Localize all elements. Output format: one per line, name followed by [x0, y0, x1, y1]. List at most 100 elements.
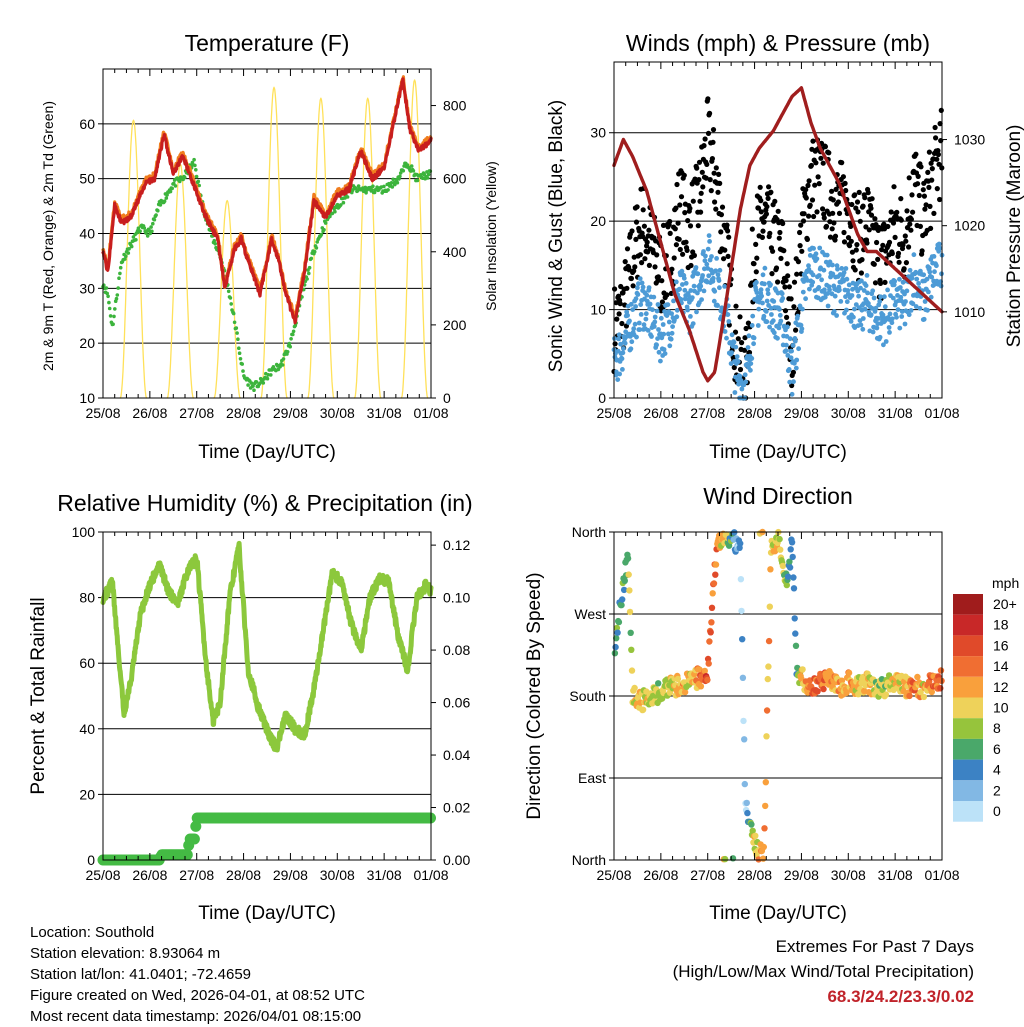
wind-point: [827, 287, 832, 293]
direction-point: [712, 561, 720, 568]
direction-point: [611, 650, 619, 657]
gust-point: [839, 160, 845, 166]
wind-point: [761, 313, 767, 319]
solar-insolation-curve: [307, 97, 335, 399]
wind-point: [783, 348, 789, 354]
gust-point: [854, 242, 860, 248]
temperature-xtick-label: 25/08: [85, 405, 120, 421]
station-elevation: Station elevation: 8.93064 m: [30, 945, 221, 962]
gust-point: [879, 247, 885, 253]
dewpoint-point: [409, 164, 414, 168]
gust-point: [696, 177, 702, 183]
gust-point: [854, 199, 861, 205]
temperature-y2tick-label: 400: [443, 244, 467, 260]
direction-xtick-label: 29/08: [784, 867, 819, 883]
temperature-ytick-label: 50: [79, 171, 95, 187]
gust-point: [820, 160, 826, 166]
wind-point: [839, 266, 845, 271]
wind-point: [654, 342, 659, 348]
winds-ytick-label: 30: [590, 125, 606, 141]
wind-point: [861, 288, 867, 293]
gust-point: [746, 349, 753, 356]
direction-point: [655, 680, 662, 687]
wind-point: [689, 295, 695, 300]
gust-point: [637, 252, 644, 258]
wind-point: [716, 278, 722, 283]
gust-point: [847, 243, 853, 249]
wind-point: [807, 286, 812, 292]
dewpoint-point: [151, 221, 155, 226]
dewpoint-point: [425, 176, 430, 180]
wind-point: [780, 296, 786, 301]
solar-insolation-curve: [260, 86, 288, 399]
wind-point: [705, 246, 711, 252]
gust-point: [753, 241, 759, 247]
wind-point: [851, 314, 856, 320]
wind-point: [641, 322, 647, 328]
gust-point: [832, 233, 839, 239]
wind-point: [643, 311, 649, 317]
gust-point: [737, 366, 744, 373]
winds-xtick-label: 28/08: [737, 405, 772, 421]
dewpoint-point: [114, 296, 119, 301]
wind-point: [635, 292, 641, 297]
gust-point: [677, 202, 683, 208]
direction-ytick-label: North: [572, 524, 606, 540]
wind-point: [762, 265, 768, 271]
gust-point: [683, 239, 689, 245]
gust-point: [913, 151, 919, 157]
direction-point: [783, 581, 790, 589]
gust-point: [889, 250, 895, 257]
wind-point: [789, 391, 795, 397]
gust-point: [784, 261, 790, 267]
gust-point: [713, 206, 719, 212]
wind-point: [750, 313, 756, 319]
direction-point: [614, 629, 621, 636]
gust-point: [669, 266, 675, 272]
wind-point: [894, 314, 899, 320]
temperature-panel: Temperature (F) Time (Day/UTC) 2m & 9m T…: [40, 30, 499, 463]
wind-point: [897, 285, 903, 290]
winds-y2tick-label: 1010: [954, 304, 985, 320]
wind-point: [796, 346, 801, 352]
wind-point: [673, 279, 679, 285]
wind-point: [636, 281, 641, 287]
direction-point: [631, 684, 638, 692]
direction-point: [613, 635, 620, 642]
dewpoint-point: [241, 369, 245, 373]
wind-point: [703, 253, 708, 259]
direction-point: [763, 707, 771, 714]
gust-point: [863, 224, 869, 230]
wind-point: [767, 324, 772, 330]
temperature-ytick-label: 20: [79, 335, 95, 351]
wind-point: [628, 301, 634, 307]
wind-point: [874, 325, 880, 331]
gust-point: [813, 160, 819, 166]
wind-point: [848, 319, 854, 324]
humidity-xtick-label: 26/08: [132, 867, 167, 883]
temperature-y2tick-label: 200: [443, 317, 467, 333]
gust-point: [806, 178, 812, 184]
wind-point: [628, 346, 634, 352]
gust-point: [713, 165, 719, 171]
direction-point: [762, 802, 769, 810]
dewpoint-point: [124, 254, 128, 258]
wind-point: [763, 309, 769, 314]
legend-swatch: [953, 635, 983, 657]
direction-point: [659, 695, 666, 702]
gust-point: [809, 197, 816, 203]
winds-ytick-label: 10: [590, 302, 606, 318]
gust-point: [769, 271, 775, 277]
gust-point: [617, 301, 623, 307]
wind-point: [620, 350, 626, 356]
wind-point: [837, 287, 842, 293]
wind-point: [734, 354, 740, 359]
wind-point: [707, 239, 712, 244]
legend-swatch: [953, 718, 983, 739]
dewpoint-point: [364, 191, 368, 195]
wind-point: [934, 263, 939, 269]
dewpoint-point: [107, 306, 112, 311]
humidity-ytick-label: 60: [79, 655, 95, 671]
legend-label: 8: [993, 720, 1001, 736]
wind-point: [758, 287, 764, 293]
